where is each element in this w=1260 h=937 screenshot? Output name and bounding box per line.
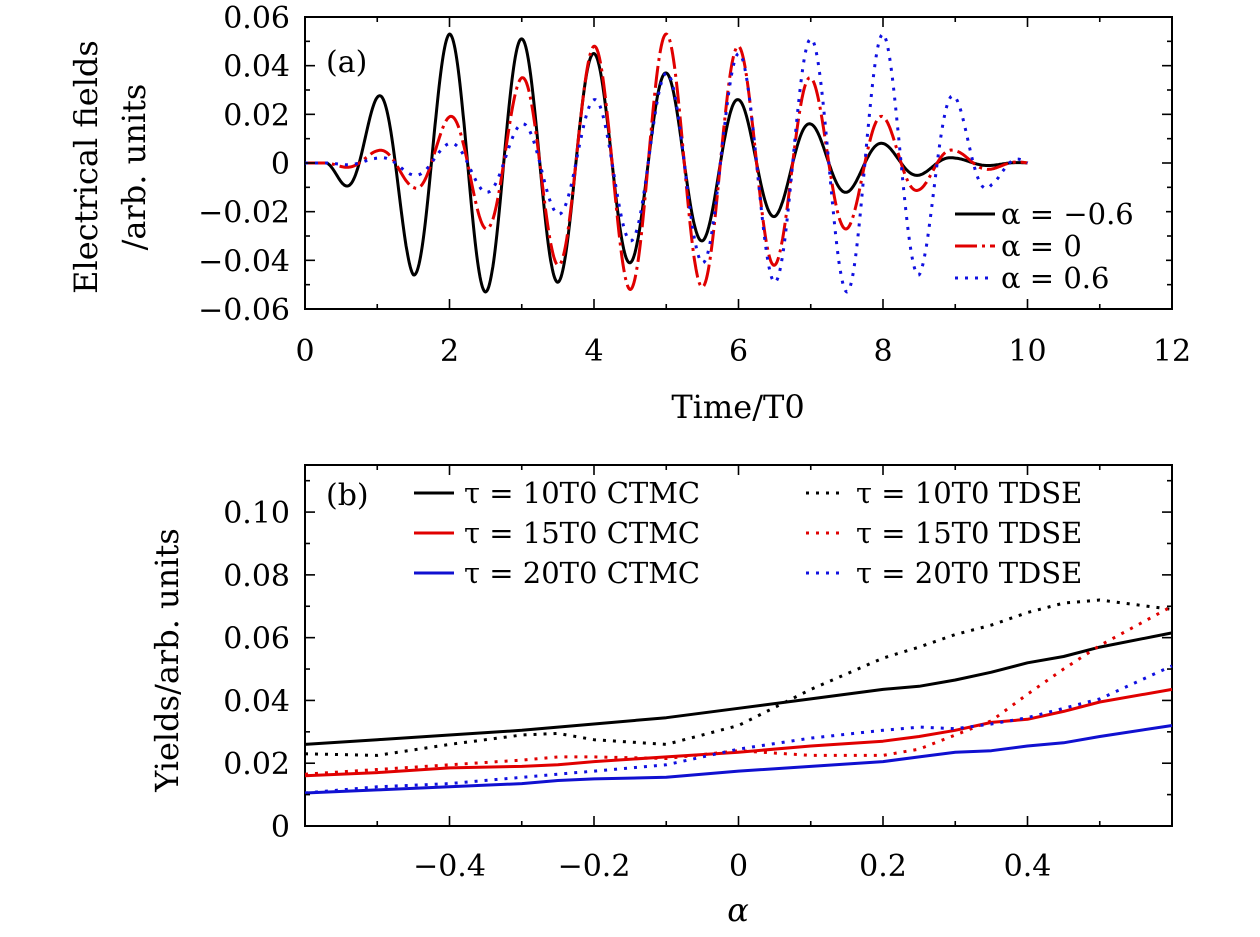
- panel-b-ytick-label: 0.06: [223, 622, 290, 657]
- panel-b-legend-label-0: τ = 10T0 CTMC: [464, 476, 700, 510]
- panel-b-legend-label-2: τ = 20T0 CTMC: [464, 556, 700, 590]
- panel-a-xtick-label: 0: [295, 334, 314, 369]
- panel-b-ticks: [305, 465, 1172, 827]
- panel-a-series-line-0: [304, 32, 1029, 294]
- panel-a-xtick-label: 12: [1153, 334, 1191, 369]
- panel-a-label: (a): [326, 45, 367, 80]
- panel-b-legend-label-4: τ = 15T0 TDSE: [856, 516, 1082, 550]
- panel-b-series-line-1: [304, 687, 1173, 778]
- panel-a-xtick-label: 10: [1008, 334, 1046, 369]
- panel-a-xtick-label: 4: [584, 334, 603, 369]
- panel-a-xtick-label: 6: [729, 334, 748, 369]
- panel-b-xtick-label: 0.4: [1004, 849, 1052, 884]
- panel-b-series-line-0: [304, 631, 1173, 746]
- panel-b-legend: τ = 10T0 CTMC τ = 15T0 CTMC τ = 20T0 CTMC τ…: [414, 476, 1082, 590]
- panel-a: 0 2 4 6 8 10 12 −0.06 −0.04 −0.02 0 0.02 0.04 0.06 (a…: [67, 1, 1191, 426]
- panel-b-xlabel: α: [727, 891, 749, 929]
- panel-b-xtick-label: −0.2: [558, 849, 631, 884]
- panel-a-ticks: [304, 16, 1173, 310]
- panel-a-ytick-label: 0.04: [223, 50, 290, 85]
- panel-b-ytick-label: 0.02: [223, 747, 290, 782]
- panel-a-xtick-label: 8: [873, 334, 892, 369]
- panel-b-legend-label-3: τ = 10T0 TDSE: [856, 476, 1082, 510]
- panel-a-series-line-1: [304, 32, 1029, 291]
- panel-a-ytick-label: 0: [271, 147, 290, 182]
- panel-b-ytick-label: 0: [271, 810, 290, 845]
- panel-b-xtick-label: 0: [729, 849, 748, 884]
- panel-a-xtick-label: 2: [440, 334, 459, 369]
- panel-a-ytick-label: −0.06: [198, 293, 290, 328]
- panel-b-xtick-label: −0.4: [413, 849, 486, 884]
- panel-b-legend-label-5: τ = 20T0 TDSE: [856, 556, 1082, 590]
- panel-a-xlabel: Time/T0: [671, 388, 804, 426]
- panel-a-ytick-label: −0.04: [198, 244, 290, 279]
- panel-a-ytick-label: 0.06: [223, 1, 290, 36]
- panel-b-series: [304, 598, 1173, 795]
- panel-b-tick-labels: −0.4 −0.2 0 0.2 0.4 0 0.02 0.04 0.06 0.08 0.10: [223, 496, 1051, 884]
- panel-b-series-line-5: [304, 664, 1173, 795]
- panel-b-label: (b): [326, 478, 369, 513]
- panel-b-ytick-label: 0.08: [223, 559, 290, 594]
- panel-b-series-line-4: [304, 604, 1173, 776]
- panel-b-series-line-2: [304, 724, 1173, 795]
- panel-a-ylabel-line1: Electrical fields: [67, 40, 105, 294]
- panel-a-legend-label-0: α = −0.6: [1001, 197, 1134, 231]
- panel-b-xtick-label: 0.2: [859, 849, 907, 884]
- panel-b: −0.4 −0.2 0 0.2 0.4 0 0.02 0.04 0.06 0.08 0.10 (b)…: [148, 464, 1173, 929]
- panel-b-legend-label-1: τ = 15T0 CTMC: [464, 516, 700, 550]
- panel-a-ylabel-line2: /arb. units: [115, 84, 153, 251]
- panel-a-series: [304, 32, 1029, 294]
- panel-a-ytick-label: −0.02: [198, 196, 290, 231]
- panel-a-ytick-label: 0.02: [223, 98, 290, 133]
- panel-a-legend-label-2: α = 0.6: [1001, 261, 1109, 295]
- panel-a-tick-labels: 0 2 4 6 8 10 12 −0.06 −0.04 −0.02 0 0.02 0.04 0.06: [198, 1, 1191, 369]
- panel-b-series-line-3: [304, 598, 1173, 757]
- panel-b-ylabel: Yields/arb. units: [148, 528, 186, 793]
- panel-a-legend-label-1: α = 0: [1001, 229, 1082, 263]
- panel-b-ytick-label: 0.04: [223, 684, 290, 719]
- panel-b-ytick-label: 0.10: [223, 496, 290, 531]
- panel-a-legend: α = −0.6α = 0α = 0.6: [948, 196, 1166, 296]
